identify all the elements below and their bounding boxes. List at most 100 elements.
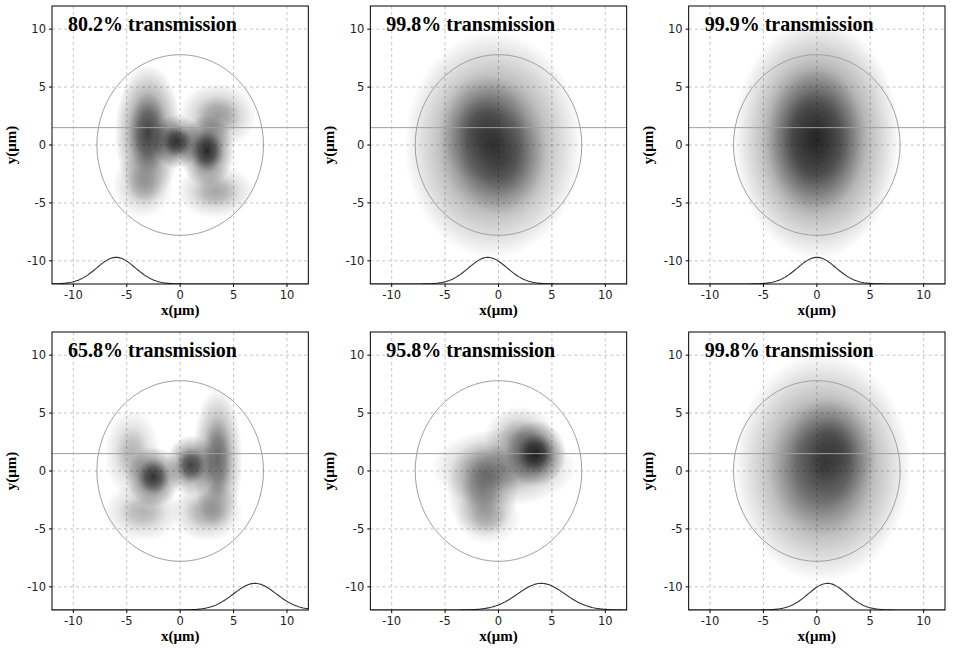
tick-label: 0 <box>177 288 184 302</box>
grid-line <box>73 6 74 284</box>
intensity-blob <box>788 396 877 504</box>
tick-label: -10 <box>664 580 683 594</box>
tick-label: 10 <box>916 614 931 628</box>
tick-label: 0 <box>357 464 364 478</box>
tick <box>763 610 764 613</box>
tick-label: 0 <box>675 464 682 478</box>
plot-area <box>370 6 626 284</box>
core-boundary <box>415 55 582 236</box>
panel-title: 95.8% transmission <box>386 339 555 361</box>
panel-title: 99.8% transmission <box>386 13 555 35</box>
tick-label: -10 <box>64 614 83 628</box>
tick-label: 10 <box>668 22 683 36</box>
axis-title: x(μm) <box>479 628 518 645</box>
tick-label: -5 <box>35 522 46 536</box>
tick-label: 10 <box>31 22 46 36</box>
axis-title: y(μm) <box>321 452 338 491</box>
tick-label: 5 <box>675 80 682 94</box>
tick-label: -10 <box>701 288 720 302</box>
tick <box>763 284 764 287</box>
axis-title: x(μm) <box>161 302 200 319</box>
tick-label: 5 <box>357 80 364 94</box>
tick <box>49 413 52 414</box>
tick <box>73 284 74 287</box>
tick <box>49 87 52 88</box>
tick <box>49 528 52 529</box>
tick <box>816 284 817 287</box>
grid-line <box>370 586 626 587</box>
plot-area <box>52 332 308 610</box>
axis-title: y(μm) <box>640 126 657 165</box>
tick-label: 10 <box>598 614 613 628</box>
axis-title: y(μm) <box>3 126 20 165</box>
tick <box>923 610 924 613</box>
tick <box>391 610 392 613</box>
tick-label: -10 <box>664 254 683 268</box>
axis-title: y(μm) <box>640 452 657 491</box>
tick <box>49 202 52 203</box>
grid-line <box>52 586 308 587</box>
tick-label: 5 <box>357 406 364 420</box>
tick-label: 0 <box>813 288 820 302</box>
tick <box>686 145 689 146</box>
grid-line <box>391 6 392 284</box>
tick-label: 5 <box>230 288 237 302</box>
tick-label: -5 <box>35 196 46 210</box>
tick <box>686 471 689 472</box>
tick-label: -5 <box>121 614 132 628</box>
plot-content <box>52 55 308 284</box>
panel: -10-50510-10-50510x(μm)y(μm)95.8% transm… <box>321 332 626 645</box>
tick-label: 0 <box>39 138 46 152</box>
tick-label: -5 <box>353 196 364 210</box>
tick-label: 0 <box>39 464 46 478</box>
tick <box>126 610 127 613</box>
grid-line <box>52 260 308 261</box>
tick-label: 10 <box>31 348 46 362</box>
intensity-blob <box>104 481 182 541</box>
tick-label: 0 <box>495 288 502 302</box>
plot-area <box>689 6 945 284</box>
grid-line <box>710 6 711 284</box>
plot-content <box>370 381 626 610</box>
tick <box>367 586 370 587</box>
panel-title: 80.2% transmission <box>68 13 237 35</box>
tick <box>367 355 370 356</box>
panel: -10-50510-10-50510x(μm)y(μm)65.8% transm… <box>3 332 308 645</box>
figure: -10 -5 0 5 10 -10 -5 0 5 10 x(μm) y(μm) 80.2% transm… <box>0 0 955 653</box>
beam-profile <box>370 583 626 610</box>
tick <box>686 260 689 261</box>
tick <box>49 355 52 356</box>
tick-label: 10 <box>350 22 365 36</box>
tick <box>686 355 689 356</box>
tick <box>286 284 287 287</box>
tick-label: -10 <box>382 288 401 302</box>
tick-label: 5 <box>548 288 555 302</box>
cut-line <box>370 127 626 128</box>
tick <box>710 610 711 613</box>
tick <box>367 29 370 30</box>
intensity-blob <box>454 490 521 544</box>
plot-content <box>689 19 945 284</box>
tick-label: 10 <box>280 614 295 628</box>
tick-label: -5 <box>353 522 364 536</box>
intensity-blob <box>404 31 582 260</box>
tick-label: 0 <box>177 614 184 628</box>
plot-frame <box>689 332 945 610</box>
tick <box>605 610 606 613</box>
intensity-blob <box>459 108 548 216</box>
tick <box>367 202 370 203</box>
plot-area <box>370 332 626 610</box>
plot-frame <box>370 332 626 610</box>
cut-line <box>689 127 945 128</box>
panel-title: 99.8% transmission <box>705 339 874 361</box>
tick <box>180 610 181 613</box>
tick-label: 10 <box>598 288 613 302</box>
tick <box>686 87 689 88</box>
tick <box>686 586 689 587</box>
tick <box>870 610 871 613</box>
tick-label: 5 <box>39 406 46 420</box>
beam-profile <box>689 257 945 284</box>
tick-label: 5 <box>867 614 874 628</box>
axis-title: y(μm) <box>321 126 338 165</box>
tick <box>498 610 499 613</box>
